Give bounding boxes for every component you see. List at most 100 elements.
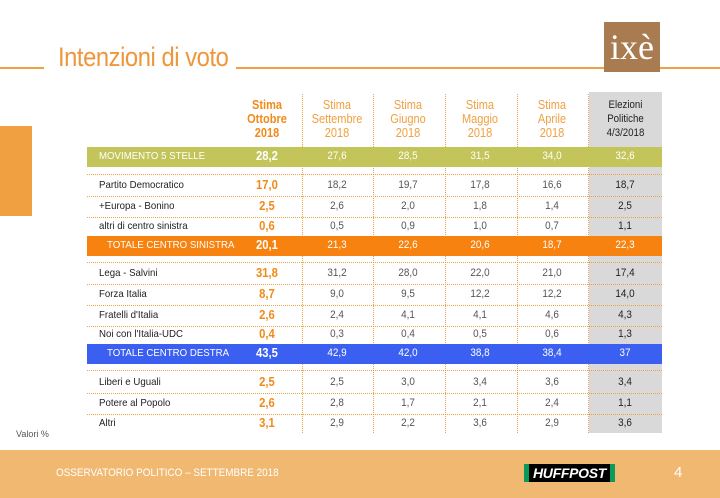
value-ottobre: 3,1 [259,416,275,430]
side-accent-block [0,126,32,216]
value-settembre: 31,2 [327,267,347,279]
page-number: 4 [674,464,683,481]
value-maggio: 1,8 [473,200,487,212]
row-separator [87,217,662,218]
value-aprile: 2,9 [545,417,559,429]
logo-right-bar [610,464,616,482]
value-settembre: 0,3 [330,328,344,340]
value-aprile: 0,6 [545,328,559,340]
row-label: Partito Democratico [99,179,184,191]
table-row-lega: Lega - Salvini 31,8 31,2 28,0 22,0 21,0 … [87,264,662,284]
value-maggio: 20,6 [470,239,490,251]
value-maggio: 12,2 [470,288,490,300]
units-note: Valori % [16,429,49,439]
header-ottobre: Stima Ottobre 2018 [247,98,287,140]
value-elezioni: 17,4 [615,267,635,279]
value-ottobre: 8,7 [259,287,275,301]
value-giugno: 42,0 [398,347,418,359]
value-elezioni: 1,3 [618,328,632,340]
value-maggio: 3,4 [473,376,487,388]
value-giugno: 2,2 [401,417,415,429]
value-aprile: 1,4 [545,200,559,212]
value-settembre: 21,3 [327,239,347,251]
value-aprile: 3,6 [545,376,559,388]
table-row-altri-cs: altri di centro sinistra 0,6 0,5 0,9 1,0… [87,217,662,237]
value-ottobre: 43,5 [256,346,278,360]
page-title: Intenzioni di voto [58,42,229,72]
row-separator [87,393,662,394]
value-aprile: 2,4 [545,397,559,409]
row-label: Altri [99,417,116,429]
value-aprile: 0,7 [545,220,559,232]
row-label: altri di centro sinistra [99,220,188,232]
value-settembre: 2,4 [330,309,344,321]
huffpost-wordmark: HUFFPOST [529,464,611,482]
value-settembre: 0,5 [330,220,344,232]
value-maggio: 4,1 [473,309,487,321]
value-maggio: 31,5 [470,150,490,162]
row-label: MOVIMENTO 5 STELLE [99,150,206,162]
row-separator [87,326,662,327]
value-elezioni: 18,7 [615,179,635,191]
column-divider [445,94,446,433]
value-ottobre: 17,0 [256,178,278,192]
value-aprile: 21,0 [542,267,562,279]
table-row-pd: Partito Democratico 17,0 18,2 19,7 17,8 … [87,176,662,196]
table-row-noi-con-italia: Noi con l'Italia-UDC 0,4 0,3 0,4 0,5 0,6… [87,325,662,345]
value-settembre: 42,9 [327,347,347,359]
value-aprile: 16,6 [542,179,562,191]
value-maggio: 38,8 [470,347,490,359]
value-settembre: 2,9 [330,417,344,429]
column-divider [302,94,303,433]
value-aprile: 18,7 [542,239,562,251]
header-settembre: Stima Settembre 2018 [311,98,363,140]
table-row-leu: Liberi e Uguali 2,5 2,5 3,0 3,4 3,6 3,4 [87,373,662,393]
row-label: Potere al Popolo [99,397,171,409]
table-row-m5s: MOVIMENTO 5 STELLE 28,2 27,6 28,5 31,5 3… [87,147,662,167]
table-row-forza-italia: Forza Italia 8,7 9,0 9,5 12,2 12,2 14,0 [87,285,662,305]
value-giugno: 2,0 [401,200,415,212]
value-settembre: 9,0 [330,288,344,300]
header-maggio: Stima Maggio 2018 [461,98,499,140]
row-label: Forza Italia [99,288,147,300]
logo-text: ixè [610,27,654,67]
value-giugno: 19,7 [398,179,418,191]
value-elezioni: 1,1 [618,397,632,409]
row-separator [87,370,662,371]
value-ottobre: 2,6 [259,308,275,322]
value-giugno: 28,0 [398,267,418,279]
header-giugno: Stima Giugno 2018 [390,98,426,140]
row-separator [87,305,662,306]
column-divider [517,94,518,433]
header-elezioni: Elezioni Politiche 4/3/2018 [606,99,645,139]
footer-text: OSSERVATORIO POLITICO – SETTEMBRE 2018 [56,467,279,479]
value-aprile: 4,6 [545,309,559,321]
header-aprile: Stima Aprile 2018 [537,98,567,140]
value-elezioni: 14,0 [615,288,635,300]
value-aprile: 38,4 [542,347,562,359]
footer-bar: OSSERVATORIO POLITICO – SETTEMBRE 2018 H… [0,450,720,498]
value-settembre: 2,6 [330,200,344,212]
row-label: TOTALE CENTRO SINISTRA [107,239,235,251]
title-accent-line [0,67,44,69]
value-maggio: 0,5 [473,328,487,340]
row-label: TOTALE CENTRO DESTRA [107,347,230,359]
value-giugno: 3,0 [401,376,415,388]
value-giugno: 9,5 [401,288,415,300]
value-ottobre: 31,8 [256,266,278,280]
value-aprile: 34,0 [542,150,562,162]
value-elezioni: 37 [619,347,631,359]
row-separator [87,284,662,285]
value-settembre: 18,2 [327,179,347,191]
table-row-pap: Potere al Popolo 2,6 2,8 1,7 2,1 2,4 1,1 [87,394,662,414]
value-giugno: 0,9 [401,220,415,232]
table-row-totale-cs: TOTALE CENTRO SINISTRA 20,1 21,3 22,6 20… [87,236,662,256]
logo-left-bar [524,464,529,482]
value-ottobre: 0,4 [259,327,275,341]
value-giugno: 0,4 [401,328,415,340]
value-giugno: 28,5 [398,150,418,162]
row-separator [87,196,662,197]
row-label: Lega - Salvini [99,267,158,279]
value-maggio: 22,0 [470,267,490,279]
row-separator [87,174,662,175]
